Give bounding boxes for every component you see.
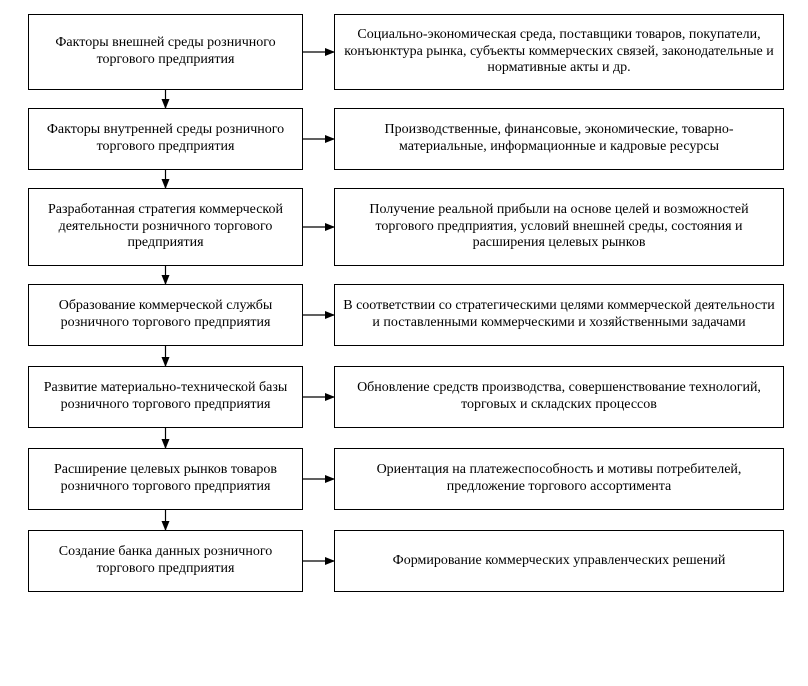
left-node-text: Расширение целевых рынков товаров рознич… xyxy=(37,462,294,496)
left-node-text: Разработанная стратегия коммерческой дея… xyxy=(37,202,294,252)
left-node-r3: Разработанная стратегия коммерческой дея… xyxy=(28,188,303,266)
right-node-r1: Социально-экономическая среда, поставщик… xyxy=(334,14,784,90)
right-node-text: В соответствии со стратегическими целями… xyxy=(343,298,775,332)
right-node-r5: Обновление средств производства, соверше… xyxy=(334,366,784,428)
left-node-r6: Расширение целевых рынков товаров рознич… xyxy=(28,448,303,510)
right-node-text: Производственные, финансовые, экономичес… xyxy=(343,122,775,156)
right-node-r3: Получение реальной прибыли на основе цел… xyxy=(334,188,784,266)
left-node-text: Развитие материально-технической базы ро… xyxy=(37,380,294,414)
left-node-r1: Факторы внешней среды розничного торгово… xyxy=(28,14,303,90)
left-node-text: Образование коммерческой службы рознично… xyxy=(37,298,294,332)
right-node-r4: В соответствии со стратегическими целями… xyxy=(334,284,784,346)
flowchart-diagram: Факторы внешней среды розничного торгово… xyxy=(0,0,808,686)
left-node-r4: Образование коммерческой службы рознично… xyxy=(28,284,303,346)
right-node-text: Обновление средств производства, соверше… xyxy=(343,380,775,414)
left-node-r2: Факторы внутренней среды розничного торг… xyxy=(28,108,303,170)
left-node-text: Создание банка данных розничного торгово… xyxy=(37,544,294,578)
right-node-text: Формирование коммерческих управленческих… xyxy=(393,553,726,570)
left-node-text: Факторы внутренней среды розничного торг… xyxy=(37,122,294,156)
left-node-r7: Создание банка данных розничного торгово… xyxy=(28,530,303,592)
right-node-r2: Производственные, финансовые, экономичес… xyxy=(334,108,784,170)
right-node-text: Социально-экономическая среда, поставщик… xyxy=(343,27,775,77)
right-node-r6: Ориентация на платежеспособность и мотив… xyxy=(334,448,784,510)
left-node-text: Факторы внешней среды розничного торгово… xyxy=(37,35,294,69)
right-node-r7: Формирование коммерческих управленческих… xyxy=(334,530,784,592)
left-node-r5: Развитие материально-технической базы ро… xyxy=(28,366,303,428)
right-node-text: Ориентация на платежеспособность и мотив… xyxy=(343,462,775,496)
right-node-text: Получение реальной прибыли на основе цел… xyxy=(343,202,775,252)
